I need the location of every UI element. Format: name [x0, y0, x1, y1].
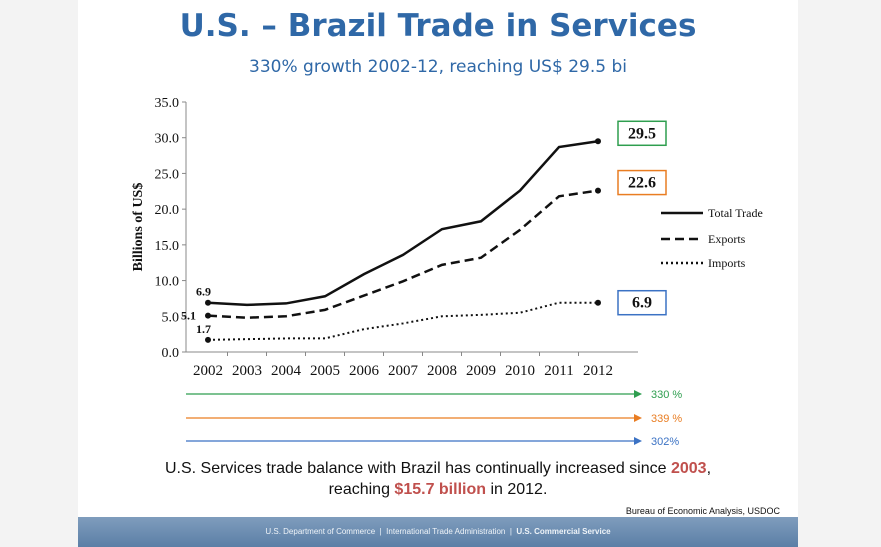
- footer-bar: U.S. Department of Commerce | Internatio…: [78, 517, 798, 547]
- footer-separator-1: |: [379, 527, 382, 536]
- x-tick-label: 2004: [271, 363, 302, 379]
- y-axis-label: Billions of US$: [131, 183, 146, 272]
- footer-commercial-service: U.S. Commercial Service: [516, 527, 611, 536]
- y-tick-label: 15.0: [155, 239, 180, 254]
- exports-start-point: [205, 312, 211, 319]
- growth-label-1: 339 %: [651, 413, 682, 425]
- growth-arrowhead-1: [634, 414, 642, 422]
- summary-text: U.S. Services trade balance with Brazil …: [78, 458, 798, 500]
- summary-line-2-text: reaching: [328, 481, 395, 498]
- slide: 0.0 5.0 10.0 15.0 20.0 25.0 30.0 35.0 2002 2003 20…: [78, 0, 798, 547]
- imports-start-point: [205, 336, 211, 343]
- imports-series-line: [207, 301, 598, 341]
- total-trade-end-label-box: [617, 120, 667, 147]
- y-tick-label: 30.0: [155, 132, 180, 147]
- imports-end-label: 6.9: [632, 295, 652, 312]
- total-trade-end-label: 29.5: [628, 125, 656, 142]
- footer-ita: International Trade Administration: [386, 527, 506, 536]
- footer-separator-2: |: [509, 527, 512, 536]
- imports-end-point: [595, 299, 601, 306]
- chart-subtitle: 330% growth 2002-12, reaching US$ 29.5 b…: [249, 57, 627, 77]
- summary-line-1-text: U.S. Services trade balance with Brazil …: [164, 460, 671, 477]
- summary-highlight-year: 2003: [670, 460, 707, 477]
- summary-line-1: U.S. Services trade balance with Brazil …: [78, 458, 798, 479]
- y-tick-label: 0.0: [162, 346, 180, 361]
- x-tick-label: 2010: [505, 363, 535, 379]
- total-trade-start-point: [205, 299, 211, 306]
- total-trade-series-line: [207, 140, 599, 307]
- x-tick-label: 2005: [310, 363, 340, 379]
- exports-end-label: 22.6: [628, 175, 656, 192]
- exports-legend-label: Exports: [708, 232, 746, 246]
- summary-line-1-end: ,: [706, 460, 712, 477]
- trade-line-chart: 0.0 5.0 10.0 15.0 20.0 25.0 30.0 35.0 2002 2003 20…: [131, 96, 763, 448]
- source-note: Bureau of Economic Analysis, USDOC: [625, 506, 780, 516]
- x-tick-label: 2003: [232, 363, 262, 379]
- exports-end-point: [595, 187, 601, 194]
- x-tick-label: 2008: [427, 363, 457, 379]
- growth-arrowhead-0: [634, 390, 642, 398]
- imports-end-label-box: [617, 289, 667, 316]
- imports-legend-label: Imports: [708, 256, 746, 270]
- exports-series-line: [207, 189, 599, 319]
- x-tick-label: 2011: [544, 363, 573, 379]
- growth-arrowhead-2: [634, 437, 642, 445]
- y-tick-label: 5.0: [162, 310, 180, 325]
- total-trade-start-label: 6.9: [196, 285, 211, 299]
- summary-line-2: reaching $15.7 billion in 2012.: [78, 479, 798, 500]
- x-tick-label: 2012: [583, 363, 613, 379]
- footer-department: U.S. Department of Commerce: [265, 527, 376, 536]
- y-tick-label: 35.0: [155, 96, 180, 111]
- growth-label-0: 330 %: [651, 389, 682, 401]
- x-tick-label: 2009: [466, 363, 496, 379]
- summary-line-2-end: in 2012.: [486, 481, 548, 498]
- x-tick-label: 2007: [388, 363, 419, 379]
- y-tick-label: 20.0: [155, 203, 180, 218]
- exports-start-label: 5.1: [181, 309, 196, 323]
- exports-end-label-box: [617, 169, 667, 196]
- x-tick-label: 2002: [193, 363, 223, 379]
- y-tick-label: 10.0: [155, 275, 180, 290]
- growth-label-2: 302%: [651, 436, 679, 448]
- imports-start-label: 1.7: [196, 322, 211, 336]
- x-tick-label: 2006: [349, 363, 380, 379]
- summary-highlight-amount: $15.7 billion: [394, 481, 487, 498]
- chart-title: U.S. – Brazil Trade in Services: [179, 8, 697, 44]
- total-trade-legend-label: Total Trade: [708, 206, 763, 220]
- total-trade-end-point: [595, 138, 601, 145]
- y-tick-label: 25.0: [155, 167, 180, 182]
